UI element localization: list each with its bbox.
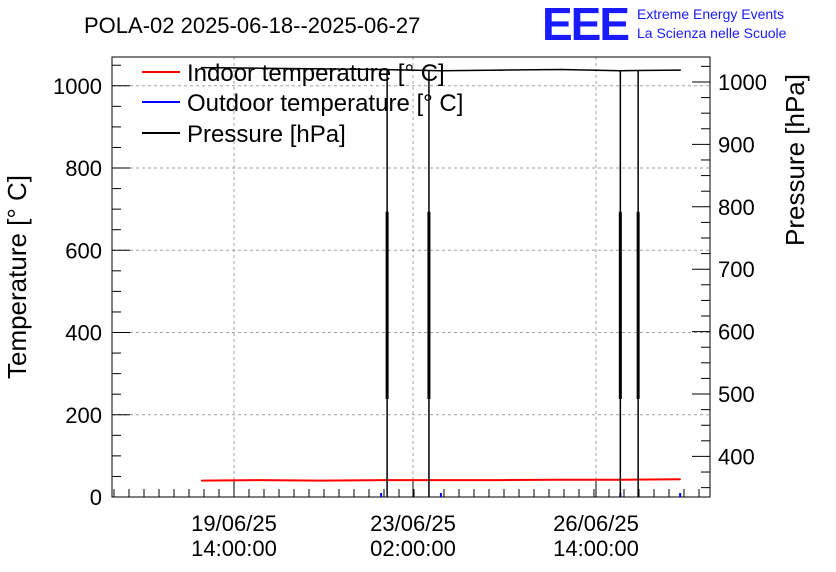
legend-label-pressure: Pressure [hPa] <box>187 121 346 148</box>
legend: Indoor temperature [° C] Outdoor tempera… <box>142 60 463 148</box>
y2-tick-label-2: 600 <box>718 320 755 345</box>
plot-frame <box>111 56 711 498</box>
y2-tick-label-5: 900 <box>718 132 755 157</box>
series-0-point-2 <box>320 479 323 482</box>
x-tick-time-2: 14:00:00 <box>553 536 639 561</box>
y2-tick-label-3: 700 <box>718 257 755 282</box>
y-tick-label-0: 0 <box>90 485 102 510</box>
series-2-point-1 <box>260 67 263 70</box>
grid-lines <box>112 57 710 497</box>
series-0-point-3 <box>380 479 382 481</box>
y-tick-label-2: 400 <box>65 321 102 346</box>
y-axis-ticks: 0 200 400 600 800 1000 <box>53 64 130 510</box>
y2-tick-label-0: 400 <box>718 444 755 469</box>
series-0-point-4 <box>440 479 442 481</box>
series-0-point-5 <box>499 479 502 481</box>
series-2-point-6 <box>559 68 562 71</box>
y-axis-title: Temperature [° C] <box>2 175 32 379</box>
x-axis-ticks: 19/06/2514:00:0023/06/2502:00:0026/06/25… <box>113 481 700 561</box>
series-0-point-1 <box>260 479 263 481</box>
y2-tick-label-4: 800 <box>718 195 755 220</box>
legend-label-outdoor: Outdoor temperature [° C] <box>187 90 463 117</box>
x-tick-label-1: 23/06/25 <box>370 511 456 536</box>
y2-tick-label-1: 500 <box>718 382 755 407</box>
x-tick-label-0: 19/06/25 <box>191 511 277 536</box>
series-layer <box>200 66 682 497</box>
y2-axis-ticks: 400 500 600 700 800 900 1000 <box>692 65 767 489</box>
y-tick-label-5: 1000 <box>53 74 102 99</box>
series-0-point-0 <box>200 479 203 482</box>
logo-line-1: Extreme Energy Events <box>637 6 784 22</box>
series-2-point-5 <box>499 69 502 71</box>
y-tick-label-4: 800 <box>65 156 102 181</box>
series-2-point-3 <box>380 68 382 71</box>
eee-logo-mark: EEE <box>542 0 628 50</box>
y-tick-label-3: 600 <box>65 238 102 263</box>
legend-label-indoor: Indoor temperature [° C] <box>187 60 445 87</box>
series-0-point-6 <box>559 478 562 481</box>
series-2-point-2 <box>320 68 323 70</box>
series-2-point-0 <box>200 66 203 69</box>
logo-line-2: La Scienza nelle Scuole <box>637 25 787 41</box>
y-tick-label-1: 200 <box>65 403 102 428</box>
x-tick-label-2: 26/06/25 <box>553 511 639 536</box>
x-tick-time-1: 02:00:00 <box>370 536 456 561</box>
chart-title: POLA-02 2025-06-18--2025-06-27 <box>84 13 420 38</box>
y2-axis-title: Pressure [hPa] <box>780 74 810 246</box>
y2-tick-label-6: 1000 <box>718 70 767 95</box>
x-tick-time-0: 14:00:00 <box>191 536 277 561</box>
series-0-point-8 <box>679 478 681 481</box>
series-2-point-4 <box>440 69 442 72</box>
series-2-point-8 <box>679 69 681 71</box>
